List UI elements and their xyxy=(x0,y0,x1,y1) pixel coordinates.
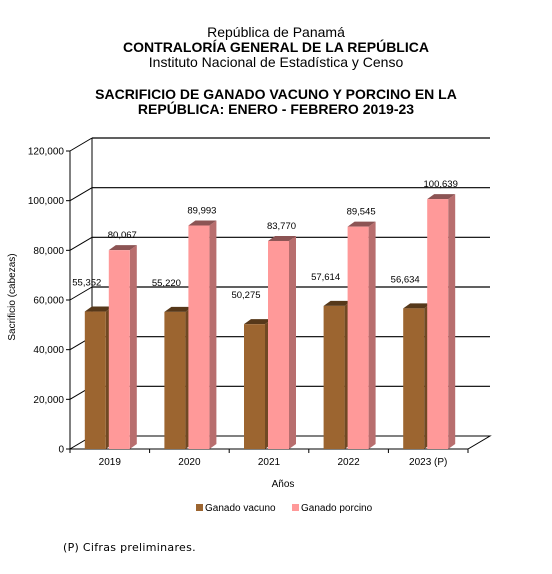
bar-ganado-vacuno-2023 xyxy=(403,303,432,449)
bar-ganado-vacuno-2019 xyxy=(84,306,113,449)
chart-title-line-1: SACRIFICIO DE GANADO VACUNO Y PORCINO EN… xyxy=(95,86,457,102)
y-tick-label: 100,000 xyxy=(28,196,65,207)
x-tick-label: 2020 xyxy=(178,457,201,468)
bar-ganado-vacuno-2021 xyxy=(244,319,272,449)
y-axis-title: Sacrificio (cabezas) xyxy=(7,253,18,340)
y-tick-label: 120,000 xyxy=(28,147,65,158)
grid-line-diagonal xyxy=(69,286,93,301)
bar-ganado-porcino-2021 xyxy=(268,235,296,449)
y-tick-label: 40,000 xyxy=(33,345,64,356)
x-tick-label: 2023 (P) xyxy=(409,457,447,468)
bar-ganado-porcino-2023 xyxy=(427,194,456,449)
header-institution: CONTRALORÍA GENERAL DE LA REPÚBLICA xyxy=(123,39,429,55)
grid-line-diagonal xyxy=(69,137,93,152)
y-tick-label: 60,000 xyxy=(33,296,64,307)
data-label: 55,352 xyxy=(72,278,101,289)
x-tick-label: 2021 xyxy=(258,457,281,468)
x-tick-label: 2022 xyxy=(337,457,360,468)
chart-axes: 0 20,000 40,000 60,000 80,000 100,000 120,000 xyxy=(28,138,492,456)
footnote: (P) Cifras preliminares. xyxy=(63,541,196,554)
y-tick-label: 0 xyxy=(58,445,64,456)
grid-line-diagonal xyxy=(69,236,93,251)
legend-label-ganado-porcino: Ganado porcino xyxy=(301,503,373,514)
data-label: 100,639 xyxy=(424,179,458,190)
x-axis-title: Años xyxy=(272,479,295,490)
legend-swatch-ganado-porcino xyxy=(292,504,299,511)
x-tick-label: 2019 xyxy=(99,457,122,468)
data-label: 83,770 xyxy=(267,221,296,232)
chart-title-line-2: REPÚBLICA: ENERO - FEBRERO 2019-23 xyxy=(137,101,415,117)
data-label: 55,220 xyxy=(152,278,181,289)
bar-ganado-porcino-2020 xyxy=(188,220,217,449)
header-country: República de Panamá xyxy=(207,24,345,40)
grid-line-diagonal xyxy=(69,187,93,202)
bar-ganado-porcino-2019 xyxy=(108,245,137,449)
legend-label-ganado-vacuno: Ganado vacuno xyxy=(205,503,276,514)
data-label: 80,067 xyxy=(108,230,137,241)
bar-ganado-vacuno-2020 xyxy=(164,306,193,449)
data-label: 89,545 xyxy=(347,207,376,218)
header-institute: Instituto Nacional de Estadística y Cens… xyxy=(148,54,404,70)
data-label: 57,614 xyxy=(311,272,340,283)
bar-ganado-porcino-2022 xyxy=(347,221,376,449)
data-label: 50,275 xyxy=(231,290,260,301)
data-label: 56,634 xyxy=(391,274,420,285)
data-label: 89,993 xyxy=(187,206,216,217)
bar-ganado-vacuno-2022 xyxy=(323,300,352,449)
legend: Ganado vacuno Ganado porcino xyxy=(196,503,373,514)
y-tick-label: 20,000 xyxy=(33,395,64,406)
legend-swatch-ganado-vacuno xyxy=(196,504,203,511)
chart-bars xyxy=(84,194,456,449)
chart-labels: 2019 55,352 80,067 2020 55,220 89,993 2021 50,2… xyxy=(72,179,458,468)
y-tick-label: 80,000 xyxy=(33,246,64,257)
